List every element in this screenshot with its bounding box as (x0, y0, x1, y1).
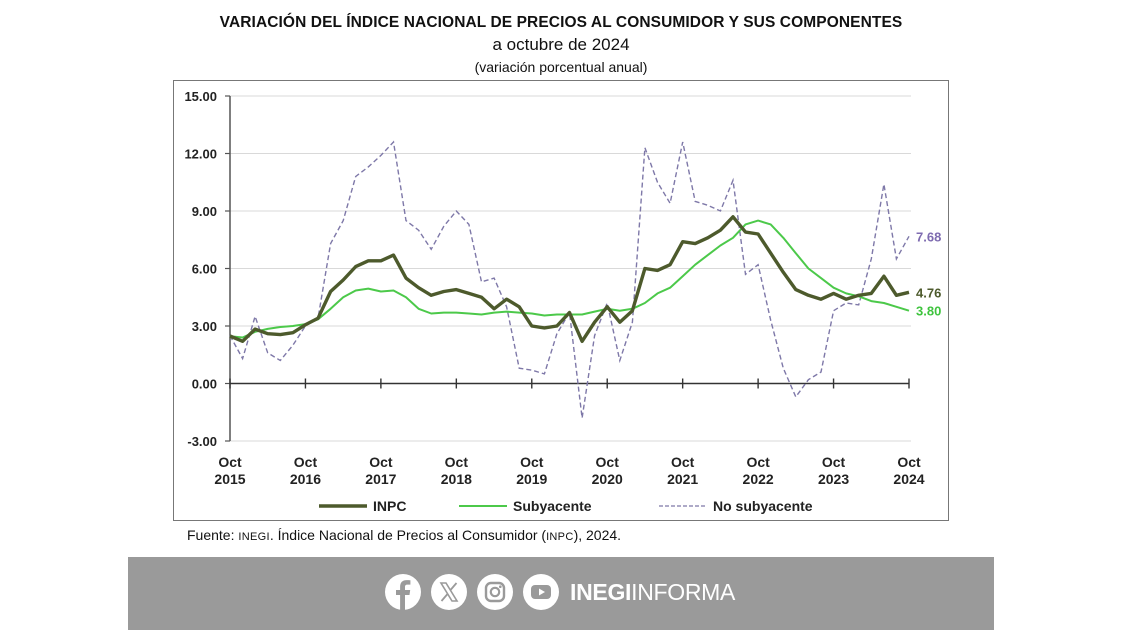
y-tick-label: 9.00 (192, 204, 217, 219)
chart-frame: 15.00 12.00 9.00 6.00 3.00 0.00 -3.00 Oct 2015 O… (173, 80, 949, 521)
legend-label: Subyacente (513, 498, 592, 514)
x-tick-label-month: Oct (218, 454, 242, 470)
x-tick-label-year: 2018 (441, 471, 472, 487)
x-tick-label-year: 2020 (592, 471, 623, 487)
x-tick-label-month: Oct (445, 454, 469, 470)
x-tick-label-year: 2022 (743, 471, 774, 487)
legend-label: INPC (373, 498, 406, 514)
legend: INPC Subyacente No subyacente (319, 498, 813, 514)
x-tick-label-year: 2015 (214, 471, 245, 487)
brand-light: INFORMA (631, 579, 736, 605)
source-abbr: INPC (546, 531, 574, 543)
x-tick-label-month: Oct (671, 454, 695, 470)
chart-title: VARIACIÓN DEL ÍNDICE NACIONAL DE PRECIOS… (219, 14, 903, 31)
source-note: Fuente: INEGI. Índice Nacional de Precio… (187, 527, 621, 543)
source-prefix: Fuente: (187, 527, 239, 543)
source-middle: . Índice Nacional de Precios al Consumid… (269, 527, 547, 543)
x-tick-label-month: Oct (369, 454, 393, 470)
x-tick-label-month: Oct (746, 454, 770, 470)
y-tick-label: 3.00 (192, 319, 217, 334)
legend-label: No subyacente (713, 498, 813, 514)
series-line-subyacente (229, 219, 910, 339)
x-tick-label-year: 2021 (667, 471, 698, 487)
x-tick-label-year: 2019 (516, 471, 547, 487)
axes (225, 95, 910, 442)
series-line-no-subyacente (229, 140, 910, 419)
x-tick-labels: Oct2015Oct2016Oct2017Oct2018Oct2019Oct20… (214, 454, 924, 487)
x-tick-label-month: Oct (294, 454, 318, 470)
brand-bold: INEGI (570, 579, 632, 605)
x-tick-label-month: Oct (897, 454, 921, 470)
chart-subtitle: a octubre de 2024 (492, 35, 630, 54)
footer-banner: INEGIINFORMA (128, 557, 994, 630)
x-tick-label-year: 2017 (365, 471, 396, 487)
y-tick-label: 12.00 (184, 147, 217, 162)
x-tick-label-year: 2024 (893, 471, 924, 487)
y-tick-label: 6.00 (192, 262, 217, 277)
y-tick-label: 15.00 (184, 89, 217, 104)
instagram-icon[interactable] (477, 574, 513, 610)
brand-logo[interactable]: INEGIINFORMA (570, 579, 735, 606)
chart-units: (variación porcentual anual) (474, 59, 648, 75)
x-tick-label-year: 2016 (290, 471, 321, 487)
y-tick-labels: 15.00 12.00 9.00 6.00 3.00 0.00 -3.00 (184, 89, 217, 449)
end-label: 3.80 (916, 304, 941, 319)
youtube-icon[interactable] (523, 574, 559, 610)
x-icon[interactable] (431, 574, 467, 610)
end-label: 4.76 (916, 285, 941, 300)
end-label: 7.68 (916, 229, 941, 244)
series-lines (229, 140, 910, 419)
series-line-inpc (229, 215, 910, 343)
x-tick-label-month: Oct (822, 454, 846, 470)
x-tick-label-month: Oct (596, 454, 620, 470)
source-suffix: ), 2024. (573, 527, 622, 543)
x-tick-label-month: Oct (520, 454, 544, 470)
source-org: INEGI (238, 531, 270, 543)
x-tick-label-year: 2023 (818, 471, 849, 487)
end-labels: 7.68 4.76 3.80 (916, 229, 941, 318)
facebook-icon[interactable] (385, 574, 421, 610)
y-tick-label: 0.00 (192, 377, 217, 392)
y-tick-label: -3.00 (187, 434, 217, 449)
